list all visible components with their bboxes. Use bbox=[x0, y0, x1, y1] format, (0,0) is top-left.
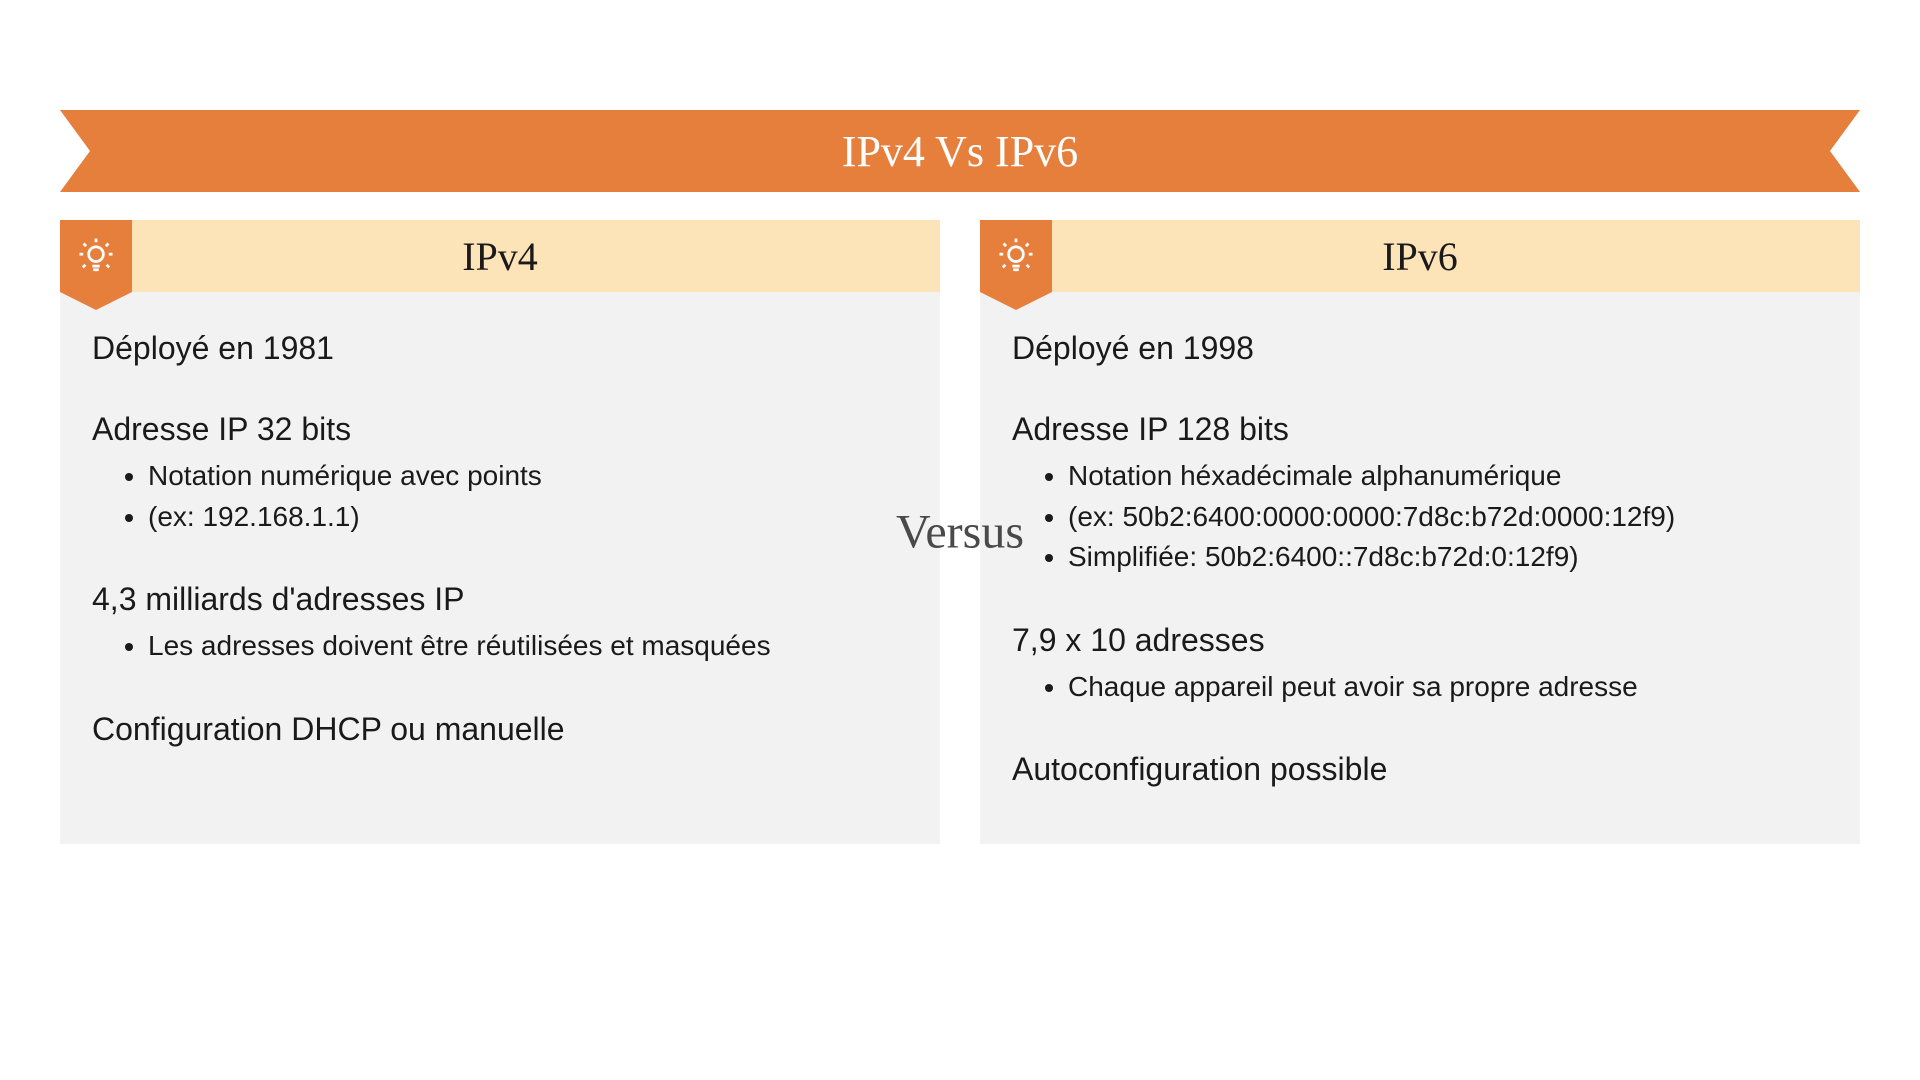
bullet-list: Chaque appareil peut avoir sa propre adr… bbox=[1012, 667, 1828, 708]
left-column-body: Déployé en 1981 Adresse IP 32 bits Notat… bbox=[60, 292, 940, 844]
title-banner: IPv4 Vs IPv6 bbox=[60, 110, 1860, 192]
bullet-list: Notation numérique avec points (ex: 192.… bbox=[92, 456, 908, 537]
right-icon-tab bbox=[980, 220, 1052, 292]
right-column-header: IPv6 bbox=[980, 220, 1860, 292]
section-heading: Adresse IP 32 bits bbox=[92, 411, 908, 448]
bullet-item: Les adresses doivent être réutilisées et… bbox=[148, 626, 908, 667]
left-column: IPv4 Déployé en 1981 Adresse IP 32 bits … bbox=[60, 220, 940, 844]
section-heading: 4,3 milliards d'adresses IP bbox=[92, 581, 908, 618]
bullet-list: Notation héxadécimale alphanumérique (ex… bbox=[1012, 456, 1828, 578]
lightbulb-icon bbox=[74, 234, 118, 278]
right-section-2: 7,9 x 10 adresses Chaque appareil peut a… bbox=[1012, 622, 1828, 708]
bullet-item: (ex: 50b2:6400:0000:0000:7d8c:b72d:0000:… bbox=[1068, 497, 1828, 538]
left-icon-tab bbox=[60, 220, 132, 292]
left-section-3: Configuration DHCP ou manuelle bbox=[92, 711, 908, 748]
lightbulb-icon bbox=[994, 234, 1038, 278]
section-heading: 7,9 x 10 adresses bbox=[1012, 622, 1828, 659]
comparison-columns: Versus IPv4 Déploy bbox=[60, 220, 1860, 844]
right-section-0: Déployé en 1998 bbox=[1012, 330, 1828, 367]
bullet-item: Notation héxadécimale alphanumérique bbox=[1068, 456, 1828, 497]
bullet-item: Simplifiée: 50b2:6400::7d8c:b72d:0:12f9) bbox=[1068, 537, 1828, 578]
section-heading: Adresse IP 128 bits bbox=[1012, 411, 1828, 448]
bullet-item: Chaque appareil peut avoir sa propre adr… bbox=[1068, 667, 1828, 708]
section-heading: Configuration DHCP ou manuelle bbox=[92, 711, 908, 748]
left-section-2: 4,3 milliards d'adresses IP Les adresses… bbox=[92, 581, 908, 667]
section-heading: Déployé en 1998 bbox=[1012, 330, 1828, 367]
right-column-body: Déployé en 1998 Adresse IP 128 bits Nota… bbox=[980, 292, 1860, 844]
right-section-1: Adresse IP 128 bits Notation héxadécimal… bbox=[1012, 411, 1828, 578]
bullet-item: Notation numérique avec points bbox=[148, 456, 908, 497]
right-section-3: Autoconfiguration possible bbox=[1012, 751, 1828, 788]
section-heading: Déployé en 1981 bbox=[92, 330, 908, 367]
section-heading: Autoconfiguration possible bbox=[1012, 751, 1828, 788]
left-column-header: IPv4 bbox=[60, 220, 940, 292]
right-column-title: IPv6 bbox=[1382, 233, 1458, 280]
left-section-0: Déployé en 1981 bbox=[92, 330, 908, 367]
bullet-item: (ex: 192.168.1.1) bbox=[148, 497, 908, 538]
left-column-title: IPv4 bbox=[462, 233, 538, 280]
bullet-list: Les adresses doivent être réutilisées et… bbox=[92, 626, 908, 667]
right-column: IPv6 Déployé en 1998 Adresse IP 128 bits… bbox=[980, 220, 1860, 844]
main-title: IPv4 Vs IPv6 bbox=[842, 126, 1078, 177]
left-section-1: Adresse IP 32 bits Notation numérique av… bbox=[92, 411, 908, 537]
